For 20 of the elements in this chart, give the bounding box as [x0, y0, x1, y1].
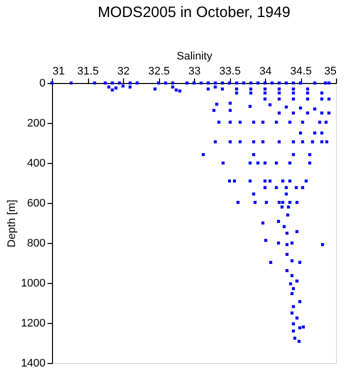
y-tick-label: 1200 [21, 318, 46, 330]
y-axis-title: Depth [m] [6, 200, 18, 248]
y-tick-label: 0 [39, 78, 46, 90]
y-tick-label: 1000 [21, 278, 46, 290]
x-axis-title: Salinity [176, 50, 213, 62]
x-tick-label: 32 [117, 66, 130, 78]
x-tick-label: 31 [52, 66, 65, 78]
y-tick-label: 600 [27, 198, 46, 210]
x-tick-label: 33.5 [219, 66, 241, 78]
x-tick-label: 34.5 [290, 66, 312, 78]
y-tick-label: 800 [27, 238, 46, 250]
chart-title: MODS2005 in October, 1949 [98, 4, 290, 21]
x-tick-label: 31.5 [77, 66, 99, 78]
y-tick-label: 1400 [21, 358, 46, 370]
x-tick-label: 34 [259, 66, 272, 78]
x-tick-label: 32.5 [148, 66, 170, 78]
x-tick-label: 35 [324, 66, 336, 78]
y-tick-label: 200 [27, 118, 46, 130]
y-tick-label: 400 [27, 158, 46, 170]
x-tick-label: 33 [188, 66, 201, 78]
